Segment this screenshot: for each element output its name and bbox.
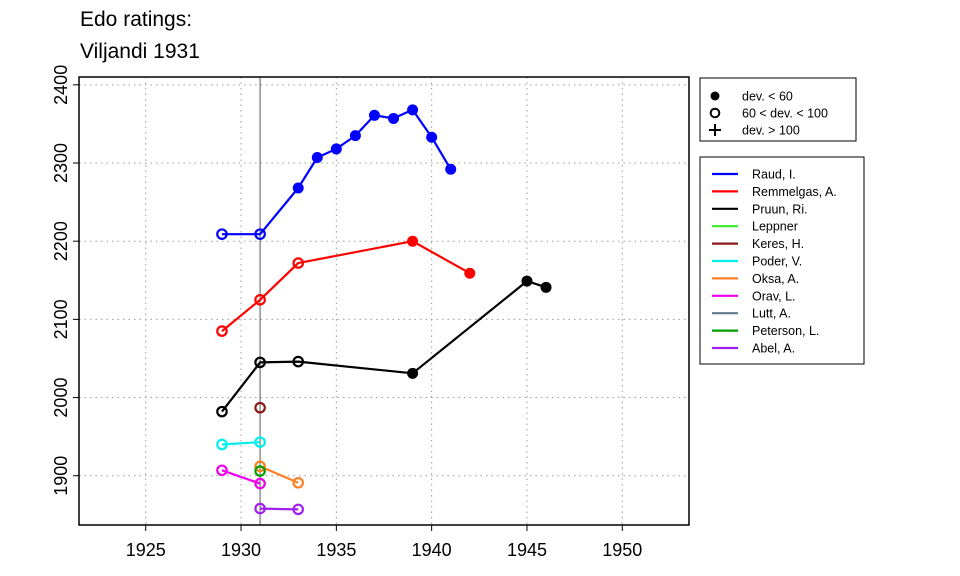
data-point-open [254,465,266,477]
series-2 [216,275,552,418]
data-point-filled [368,109,380,121]
y-tick-label: 2200 [51,221,71,261]
x-tick-label: 1950 [602,540,642,560]
data-point-open [254,401,266,414]
data-point-open [254,436,266,448]
series-1 [216,235,476,337]
series-legend-label: Pruun, Ri. [752,202,808,216]
x-tick-label: 1935 [316,540,356,560]
data-point-open [254,356,266,369]
data-point-filled [330,143,342,155]
data-point-filled [521,275,533,287]
data-point-open [254,228,266,240]
series-5 [216,436,266,451]
data-point-open [292,476,305,489]
data-point-filled [407,367,419,379]
grid-layer [79,77,689,525]
data-point-filled [349,130,361,142]
data-point-open [292,503,305,516]
series-legend-label: Raud, I. [752,168,796,182]
series-legend-label: Remmelgas, A. [752,185,837,199]
series-line [260,507,299,511]
y-tick-label: 2100 [51,299,71,339]
series-legend-label: Leppner [752,220,798,234]
series-legend-label: Keres, H. [752,237,804,251]
marker-legend-label: dev. < 60 [742,90,793,104]
series-9 [254,465,266,477]
data-point-open [216,405,228,418]
data-point-filled [311,152,323,164]
y-tick-label: 2400 [51,65,71,105]
data-point-open [254,502,266,515]
series-6 [254,460,305,489]
series-legend-label: Orav, L. [752,289,796,303]
y-tick-label: 1900 [51,456,71,496]
x-tick-label: 1930 [221,540,261,560]
series-layer [216,104,552,516]
y-tick-label: 2300 [51,143,71,183]
series-legend: Raud, I. Remmelgas, A. Pruun, Ri. Leppner Ke… [699,156,865,365]
x-tick-label: 1945 [507,540,547,560]
data-point-open [216,325,228,337]
legend-filled-circle-icon [710,91,720,101]
marker-legend-label: 60 < dev. < 100 [742,107,828,121]
data-point-open [292,257,305,269]
data-point-open [216,464,228,477]
data-point-open [216,438,228,451]
data-point-filled [540,281,552,293]
series-line [221,240,471,332]
data-point-filled [407,235,419,247]
marker-legend: dev. < 60 60 < dev. < 100 dev. > 100 [699,77,857,142]
series-4 [254,401,266,414]
data-point-filled [388,112,400,124]
data-point-open [292,355,305,368]
series-legend-label: Peterson, L. [752,324,819,338]
data-point-filled [292,182,304,194]
data-point-open [216,228,228,240]
series-line [221,441,261,446]
y-tick-label: 2000 [51,378,71,418]
plot-frame [78,76,690,526]
data-point-filled [426,131,438,143]
data-point-filled [407,104,419,116]
series-line [259,465,299,484]
series-legend-label: Poder, V. [752,255,802,269]
data-point-open [254,477,266,490]
axis-layer: 1925 1930 1935 1940 1945 1950 1900 2000 2100 2200… [51,65,642,560]
x-tick-label: 1925 [126,540,166,560]
data-point-filled [464,267,476,279]
chart-title-line-1: Edo ratings: [80,8,193,31]
series-legend-label: Abel, A. [752,342,795,356]
legend-open-circle-icon [709,107,721,119]
chart-title-line-2: Viljandi 1931 [80,40,200,63]
series-legend-label: Lutt, A. [752,307,791,321]
x-tick-label: 1940 [412,540,452,560]
series-0 [216,104,457,240]
series-legend-label: Oksa, A. [752,272,799,286]
marker-legend-label: dev. > 100 [742,124,800,138]
data-point-filled [445,163,457,175]
series-line [221,469,261,485]
series-10 [254,502,305,516]
marker-legend-box [699,77,857,142]
series-line [221,280,547,413]
data-point-open [254,294,266,306]
series-7 [216,464,266,490]
data-point-open [254,460,266,473]
